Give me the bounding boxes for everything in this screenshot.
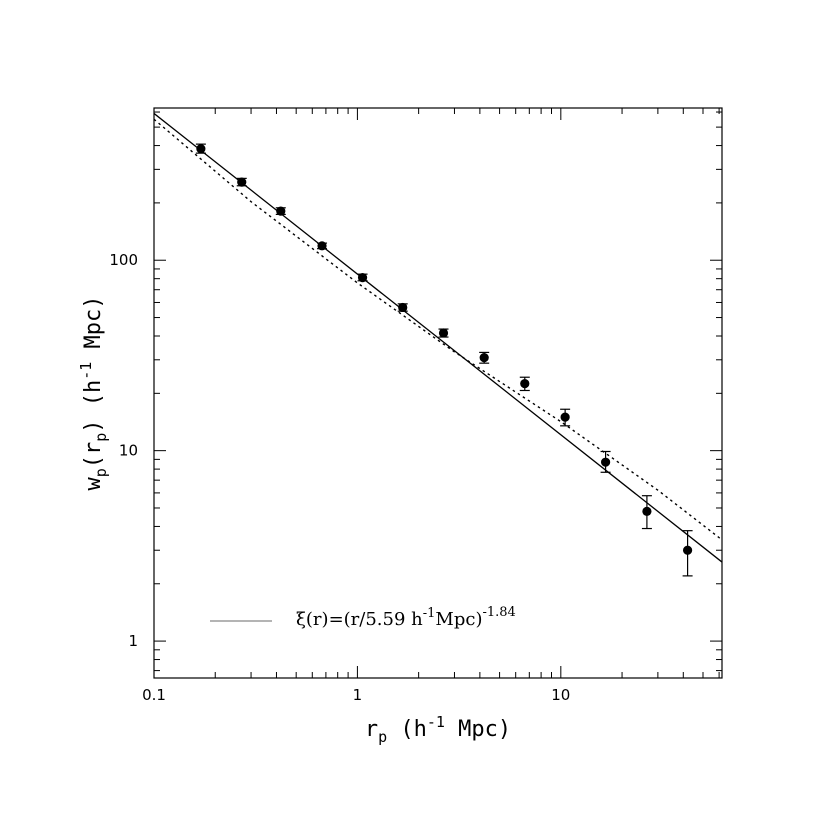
data-point <box>317 241 327 251</box>
power-law-line <box>153 112 723 563</box>
data-point <box>237 177 247 187</box>
data-point <box>276 206 286 216</box>
data-point <box>479 353 489 363</box>
data-point <box>560 412 570 422</box>
y-axis-label: wp(rp) (h-1 Mpc) <box>77 295 110 490</box>
data-point <box>642 506 652 516</box>
legend: ξ(r)=(r/5.59 h-1Mpc)-1.84 <box>210 605 516 630</box>
x-tick-label: 1 <box>353 686 363 704</box>
y-tick-label: 100 <box>109 251 138 269</box>
tick-labels: 0.1 1 10 1 10 100 <box>109 251 570 704</box>
y-tick-label: 1 <box>128 632 138 650</box>
data-point <box>438 328 449 338</box>
data-point <box>398 302 408 313</box>
x-tick-label: 0.1 <box>142 686 166 704</box>
x-axis-label: rp (h-1 Mpc) <box>365 713 511 746</box>
data-point <box>600 457 611 467</box>
data-points <box>195 143 693 577</box>
data-point <box>357 273 368 283</box>
data-point <box>196 144 206 154</box>
dotted-model-line <box>153 118 723 541</box>
plot-frame <box>153 107 723 679</box>
legend-label: ξ(r)=(r/5.59 h-1Mpc)-1.84 <box>296 605 516 630</box>
y-tick-label: 10 <box>119 442 138 460</box>
data-point <box>682 545 693 555</box>
x-tick-label: 10 <box>551 686 570 704</box>
axis-ticks <box>153 108 722 678</box>
model-lines <box>153 112 723 563</box>
data-point <box>520 378 530 389</box>
